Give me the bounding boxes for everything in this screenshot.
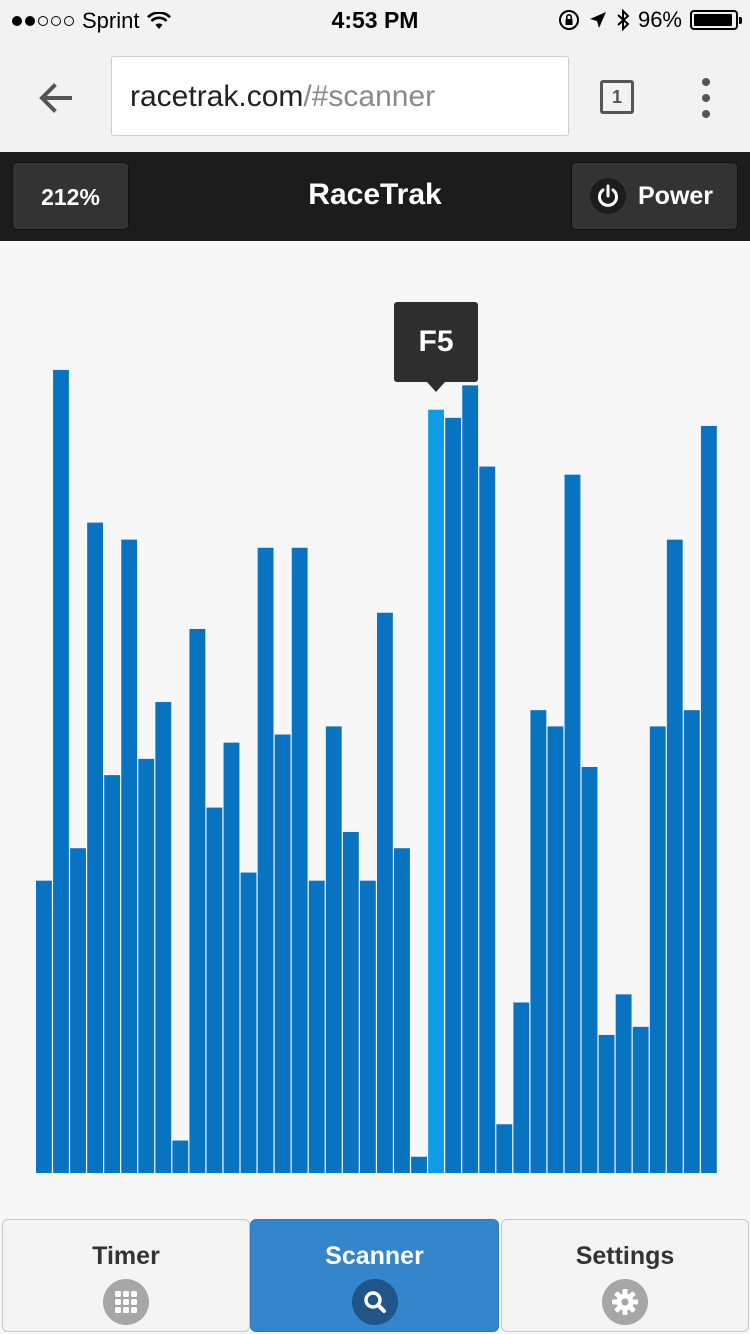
- bar[interactable]: [649, 726, 666, 1173]
- bar[interactable]: [359, 880, 376, 1173]
- bar[interactable]: [377, 612, 393, 1173]
- grid-icon: [103, 1279, 149, 1325]
- power-icon: [590, 178, 626, 214]
- tab-settings[interactable]: Settings: [501, 1219, 749, 1332]
- url-domain: racetrak.com: [130, 80, 304, 113]
- bar[interactable]: [308, 880, 325, 1173]
- back-arrow-icon[interactable]: [30, 72, 82, 124]
- bar[interactable]: [189, 628, 206, 1173]
- rotation-lock-icon: [558, 10, 579, 30]
- bar[interactable]: [513, 1002, 530, 1173]
- location-arrow-icon: [589, 12, 606, 28]
- bar[interactable]: [632, 1026, 649, 1173]
- url-field[interactable]: racetrak.com/#scanner: [111, 56, 569, 136]
- bar[interactable]: [462, 385, 479, 1173]
- bar[interactable]: [666, 539, 683, 1173]
- bar[interactable]: [325, 726, 342, 1173]
- bluetooth-icon: [617, 9, 630, 31]
- zoom-button[interactable]: 212%: [12, 162, 129, 230]
- bar[interactable]: [479, 466, 496, 1173]
- bar[interactable]: [53, 369, 69, 1173]
- bar[interactable]: [683, 710, 700, 1173]
- carrier-label: Sprint: [82, 8, 140, 33]
- browser-toolbar: racetrak.com/#scanner 1: [0, 40, 750, 152]
- bar[interactable]: [223, 742, 240, 1173]
- bar[interactable]: [206, 807, 223, 1173]
- bar[interactable]: [121, 539, 138, 1173]
- bar[interactable]: [87, 522, 103, 1173]
- bar[interactable]: [291, 547, 308, 1173]
- bar[interactable]: [700, 425, 717, 1173]
- bar[interactable]: [240, 872, 257, 1173]
- status-bar: Sprint 4:53 PM 96%: [0, 0, 750, 40]
- bar[interactable]: [172, 1140, 189, 1173]
- scanner-chart[interactable]: F5: [0, 241, 750, 1219]
- scanner-bar-chart[interactable]: [0, 241, 750, 1219]
- bar[interactable]: [138, 758, 155, 1173]
- bar-highlighted[interactable]: [428, 409, 444, 1174]
- battery-icon: [690, 10, 742, 30]
- bar[interactable]: [530, 710, 547, 1173]
- channel-tooltip: F5: [394, 301, 479, 392]
- bar[interactable]: [445, 417, 462, 1174]
- gear-icon: [602, 1279, 648, 1325]
- bottom-nav: Timer Scanner Setting: [0, 1219, 750, 1334]
- bar[interactable]: [155, 702, 172, 1173]
- tab-scanner-label: Scanner: [325, 1242, 424, 1270]
- status-left: Sprint: [12, 8, 172, 34]
- bar[interactable]: [598, 1034, 615, 1173]
- app-title: RaceTrak: [308, 178, 442, 211]
- status-time: 4:53 PM: [331, 7, 419, 33]
- bar[interactable]: [342, 831, 359, 1173]
- bar[interactable]: [411, 1156, 427, 1173]
- bar[interactable]: [36, 880, 52, 1173]
- tab-scanner[interactable]: Scanner: [250, 1219, 499, 1332]
- bar[interactable]: [496, 1124, 513, 1173]
- bar[interactable]: [615, 994, 632, 1173]
- bar[interactable]: [274, 734, 291, 1173]
- wifi-icon: [147, 12, 172, 29]
- overflow-menu-icon[interactable]: [698, 78, 714, 118]
- tab-timer-label: Timer: [92, 1242, 160, 1270]
- tab-settings-label: Settings: [575, 1242, 675, 1270]
- bar[interactable]: [394, 848, 410, 1173]
- bar[interactable]: [547, 726, 564, 1173]
- url-path: /#scanner: [303, 80, 436, 113]
- bar[interactable]: [564, 474, 581, 1173]
- power-label: Power: [638, 181, 714, 210]
- battery-percent: 96%: [637, 7, 682, 32]
- bar[interactable]: [581, 767, 598, 1173]
- bar[interactable]: [104, 775, 121, 1173]
- app-header: 212% RaceTrak Power: [0, 152, 750, 241]
- power-button[interactable]: Power: [571, 162, 738, 230]
- tab-switcher-button[interactable]: 1: [600, 80, 634, 114]
- bar[interactable]: [257, 547, 274, 1173]
- tab-timer[interactable]: Timer: [2, 1219, 250, 1332]
- search-icon: [351, 1279, 398, 1325]
- signal-strength-icon: [12, 16, 74, 26]
- bar[interactable]: [70, 848, 86, 1173]
- status-right: 96%: [558, 7, 742, 33]
